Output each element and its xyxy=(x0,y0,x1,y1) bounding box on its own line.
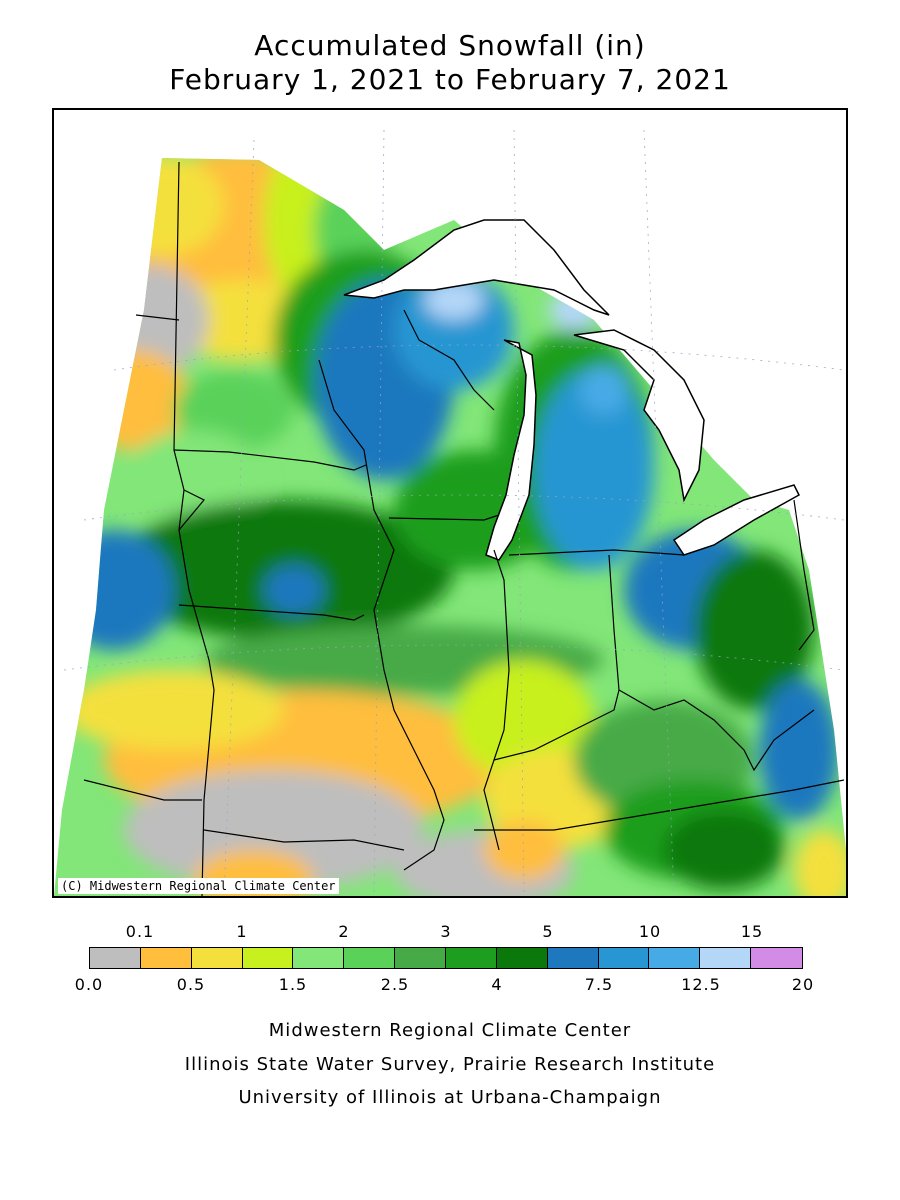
legend-swatch xyxy=(446,948,497,968)
legend-swatch xyxy=(598,948,650,968)
color-legend: 0.1 1 2 3 5 10 15 0.0 0.5 1.5 2.5 4 7.5 12.5 20 xyxy=(0,920,900,1000)
legend-lower-label: 20 xyxy=(791,975,815,994)
legend-swatch xyxy=(547,948,599,968)
lake-huron xyxy=(573,329,705,503)
legend-swatch xyxy=(496,948,548,968)
legend-swatch xyxy=(191,948,243,968)
state-borders xyxy=(83,161,845,896)
legend-swatch xyxy=(751,948,803,968)
legend-upper-label: 0.1 xyxy=(125,922,155,941)
map-title: Accumulated Snowfall (in) xyxy=(254,29,646,62)
credit-line-3: University of Illinois at Urbana-Champai… xyxy=(238,1087,662,1108)
map-canvas xyxy=(54,129,846,896)
lake-michigan xyxy=(485,339,537,561)
credit-line-1: Midwestern Regional Climate Center xyxy=(268,1020,632,1041)
legend-lower-label: 1.5 xyxy=(278,975,308,994)
copyright-notice: (C) Midwestern Regional Climate Center xyxy=(58,878,339,894)
legend-lower-label: 7.5 xyxy=(584,975,614,994)
legend-lower-label: 0.5 xyxy=(176,975,206,994)
legend-swatch xyxy=(344,948,396,968)
graticule xyxy=(63,129,845,896)
legend-upper-label: 1 xyxy=(236,922,248,941)
legend-lower-label: 4 xyxy=(491,975,503,994)
legend-swatch xyxy=(140,948,192,968)
legend-upper-label: 2 xyxy=(338,922,350,941)
legend-swatch xyxy=(649,948,701,968)
legend-upper-label: 15 xyxy=(740,922,764,941)
snowfall-map: (C) Midwestern Regional Climate Center xyxy=(52,108,848,898)
legend-upper-label: 5 xyxy=(542,922,554,941)
legend-swatch xyxy=(395,948,447,968)
legend-swatch xyxy=(293,948,345,968)
snowfall-shading xyxy=(54,158,846,896)
legend-swatch xyxy=(700,948,752,968)
legend-upper-label: 10 xyxy=(638,922,662,941)
legend-swatch xyxy=(242,948,294,968)
great-lakes xyxy=(343,219,800,561)
legend-color-bar xyxy=(89,947,803,969)
legend-lower-label: 12.5 xyxy=(681,975,721,994)
legend-swatch xyxy=(90,948,141,968)
lake-superior xyxy=(343,219,610,316)
legend-lower-label: 2.5 xyxy=(380,975,410,994)
legend-upper-label: 3 xyxy=(440,922,452,941)
legend-lower-label: 0.0 xyxy=(74,975,104,994)
lake-erie xyxy=(672,484,800,556)
map-date-range: February 1, 2021 to February 7, 2021 xyxy=(169,63,731,96)
credit-line-2: Illinois State Water Survey, Prairie Res… xyxy=(184,1054,716,1075)
